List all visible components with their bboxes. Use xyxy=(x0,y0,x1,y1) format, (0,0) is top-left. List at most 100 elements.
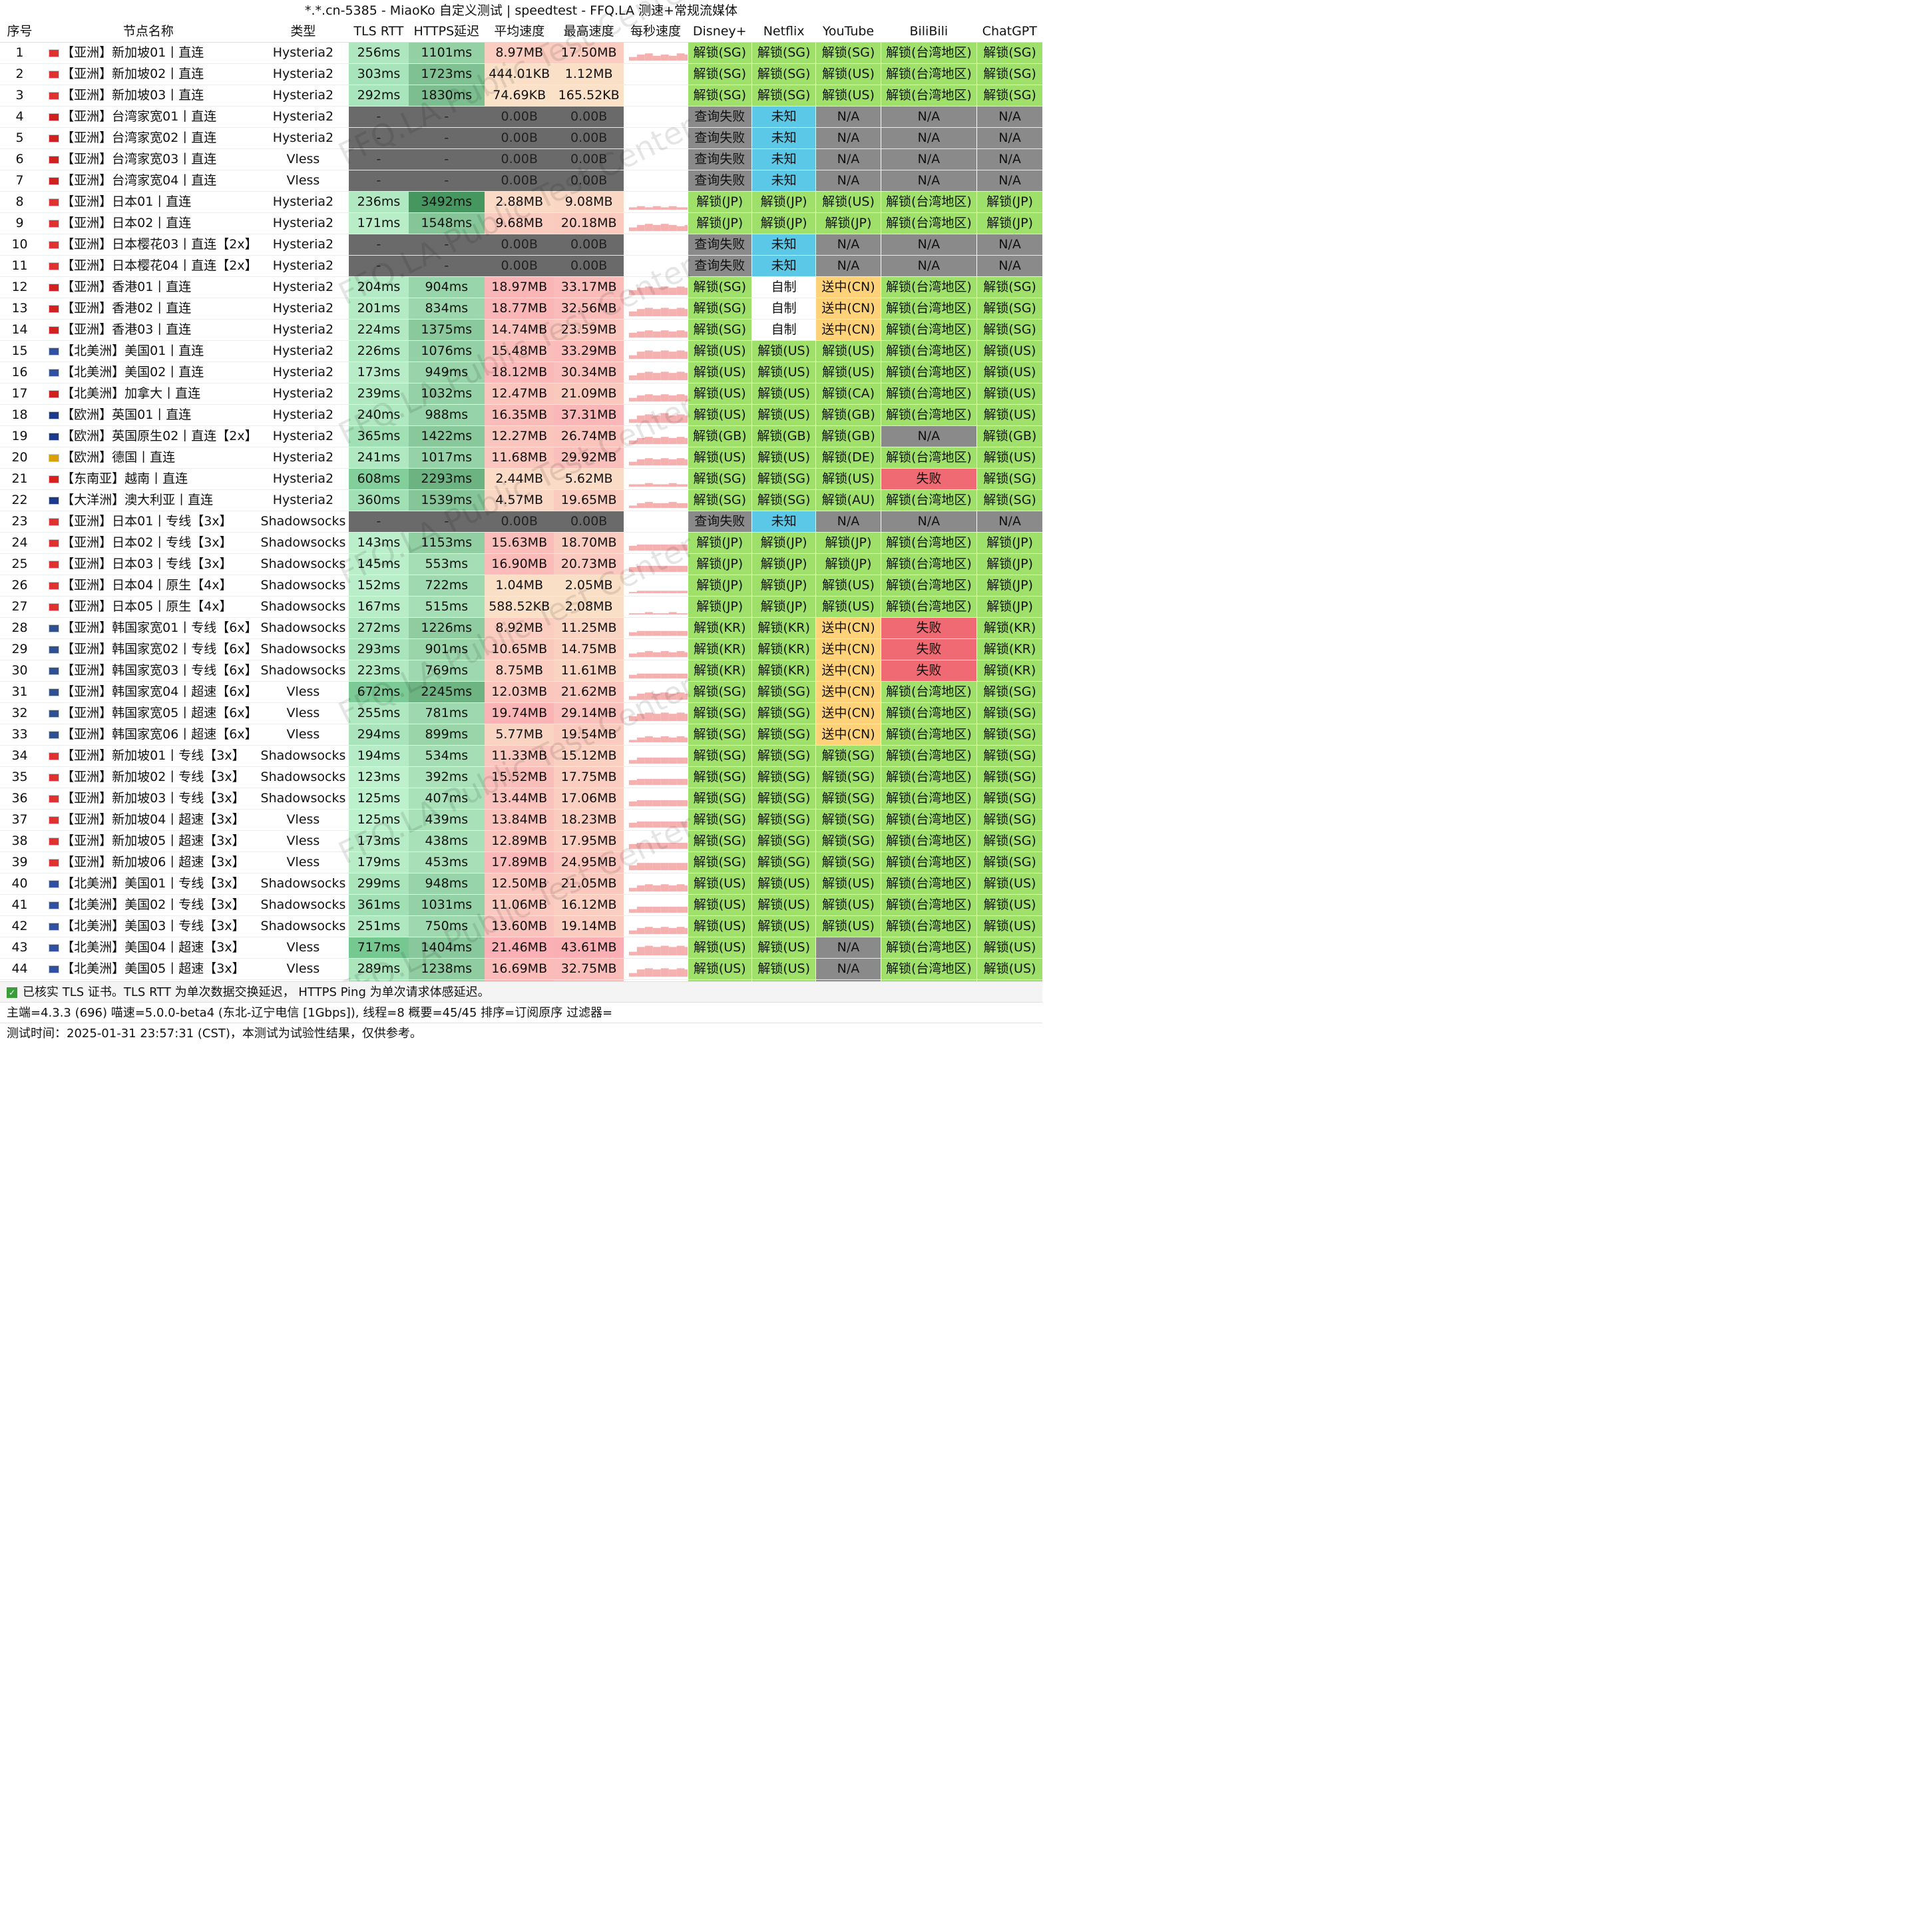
chatgpt-status: 解锁(JP) xyxy=(976,191,1042,213)
col-max-speed-header[interactable]: 最高速度 xyxy=(554,21,624,43)
node-name[interactable]: 【亚洲】新加坡03丨专线【3x】 xyxy=(39,788,258,810)
node-name[interactable]: 【亚洲】日本04丨原生【4x】 xyxy=(39,575,258,597)
node-name[interactable]: 【北美洲】美国01丨专线【3x】 xyxy=(39,873,258,895)
sparkline-bar xyxy=(660,736,669,742)
node-name[interactable]: 【亚洲】韩国家宽05丨超速【6x】 xyxy=(39,702,258,724)
sparkline-bar xyxy=(628,332,637,338)
node-name[interactable]: 【亚洲】新加坡02丨直连 xyxy=(39,63,258,85)
flag-japan-icon xyxy=(49,560,60,569)
sparkline-bar xyxy=(684,613,688,614)
node-name[interactable]: 【亚洲】新加坡05丨超速【3x】 xyxy=(39,830,258,852)
node-name[interactable]: 【亚洲】日本01丨直连 xyxy=(39,191,258,213)
node-name-label: 【亚洲】台湾家宽02丨直连 xyxy=(61,130,217,145)
node-name[interactable]: 【亚洲】台湾家宽04丨直连 xyxy=(39,170,258,192)
node-name[interactable]: 【东南亚】越南丨直连 xyxy=(39,468,258,490)
node-name[interactable]: 【北美洲】美国02丨专线【3x】 xyxy=(39,894,258,916)
node-name[interactable]: 【北美洲】美国03丨专线【3x】 xyxy=(39,915,258,937)
col-type-header[interactable]: 类型 xyxy=(257,21,349,43)
node-name[interactable]: 【亚洲】韩国家宽02丨专线【6x】 xyxy=(39,638,258,660)
per-second-speed-chart xyxy=(623,532,688,554)
sparkline-bar xyxy=(636,225,645,231)
chatgpt-status: N/A xyxy=(976,255,1042,277)
sparkline-bar xyxy=(628,973,637,977)
node-name[interactable]: 【亚洲】新加坡04丨超速【3x】 xyxy=(39,809,258,831)
node-name[interactable]: 【亚洲】新加坡06丨超速【3x】 xyxy=(39,851,258,873)
node-name[interactable]: 【亚洲】香港03丨直连 xyxy=(39,319,258,341)
col-node-name-header[interactable]: 节点名称 xyxy=(39,21,258,43)
node-name[interactable]: 【亚洲】日本02丨专线【3x】 xyxy=(39,532,258,554)
per-second-speed-chart xyxy=(623,553,688,575)
node-name[interactable]: 【北美洲】美国01丨直连 xyxy=(39,340,258,362)
disney-status: 解锁(JP) xyxy=(687,596,752,618)
table-row: 27 【亚洲】日本05丨原生【4x】 Shadowsocks 167ms 515ms 58… xyxy=(0,596,1042,618)
col-https-delay-header[interactable]: HTTPS延迟 xyxy=(408,21,485,43)
node-name[interactable]: 【亚洲】新加坡02丨专线【3x】 xyxy=(39,766,258,788)
col-tls-rtt-header[interactable]: TLS RTT xyxy=(349,21,409,43)
node-type: Hysteria2 xyxy=(257,298,349,320)
node-name[interactable]: 【亚洲】日本02丨直连 xyxy=(39,212,258,234)
max-speed: 21.62MB xyxy=(554,681,624,703)
netflix-status: 解锁(KR) xyxy=(751,617,816,639)
node-name[interactable]: 【亚洲】韩国家宽03丨专线【6x】 xyxy=(39,660,258,682)
sparkline xyxy=(628,330,688,338)
tls-rtt: 240ms xyxy=(349,404,409,426)
node-name[interactable]: 【亚洲】新加坡01丨专线【3x】 xyxy=(39,745,258,767)
node-name[interactable]: 【亚洲】台湾家宽02丨直连 xyxy=(39,127,258,149)
node-name[interactable]: 【亚洲】日本樱花03丨直连【2x】 xyxy=(39,234,258,256)
node-name[interactable]: 【亚洲】韩国家宽04丨超速【6x】 xyxy=(39,681,258,703)
col-netflix-header[interactable]: Netflix xyxy=(751,21,816,43)
bilibili-status: 失败 xyxy=(880,638,977,660)
netflix-status: 解锁(SG) xyxy=(751,745,816,767)
node-name[interactable]: 【亚洲】日本樱花04丨直连【2x】 xyxy=(39,255,258,277)
node-name[interactable]: 【北美洲】美国04丨超速【3x】 xyxy=(39,937,258,959)
sparkline-bar xyxy=(660,630,669,636)
node-name-label: 【东南亚】越南丨直连 xyxy=(61,471,188,486)
col-chatgpt-header[interactable]: ChatGPT xyxy=(976,21,1042,43)
col-disney-header[interactable]: Disney+ xyxy=(688,21,752,43)
tls-rtt: 171ms xyxy=(349,212,409,234)
node-name[interactable]: 【亚洲】香港02丨直连 xyxy=(39,298,258,320)
sparkline-bar xyxy=(676,843,685,849)
node-name[interactable]: 【北美洲】美国02丨直连 xyxy=(39,362,258,383)
bilibili-status: N/A xyxy=(880,148,977,170)
row-index: 17 xyxy=(0,383,40,405)
sparkline xyxy=(628,630,688,636)
youtube-status: 解锁(JP) xyxy=(815,553,881,575)
tls-rtt: - xyxy=(349,170,409,192)
sparkline-bar xyxy=(652,714,661,721)
row-index: 8 xyxy=(0,191,40,213)
chatgpt-status: 解锁(SG) xyxy=(976,788,1042,810)
node-name[interactable]: 【亚洲】新加坡01丨直连 xyxy=(39,42,258,64)
node-name[interactable]: 【欧洲】德国丨直连 xyxy=(39,447,258,469)
chatgpt-status: N/A xyxy=(976,511,1042,533)
sparkline-bar xyxy=(668,885,677,891)
node-name[interactable]: 【大洋洲】澳大利亚丨直连 xyxy=(39,489,258,511)
col-youtube-header[interactable]: YouTube xyxy=(815,21,881,43)
disney-status: 解锁(SG) xyxy=(687,63,752,85)
col-avg-speed-header[interactable]: 平均速度 xyxy=(484,21,554,43)
col-per-second-header[interactable]: 每秒速度 xyxy=(623,21,688,43)
node-name[interactable]: 【北美洲】美国05丨超速【3x】 xyxy=(39,958,258,980)
node-name[interactable]: 【亚洲】新加坡03丨直连 xyxy=(39,85,258,107)
node-type: Shadowsocks xyxy=(257,766,349,788)
max-speed: 20.73MB xyxy=(554,553,624,575)
flag-korea-icon xyxy=(49,645,60,654)
node-name[interactable]: 【亚洲】日本01丨专线【3x】 xyxy=(39,511,258,533)
sparkline-bar xyxy=(684,822,688,828)
node-name[interactable]: 【亚洲】韩国家宽01丨专线【6x】 xyxy=(39,617,258,639)
node-name[interactable]: 【亚洲】台湾家宽03丨直连 xyxy=(39,148,258,170)
sparkline xyxy=(628,206,688,210)
report-title: *.*.cn-5385 - MiaoKo 自定义测试 | speedtest -… xyxy=(0,0,1042,22)
node-name[interactable]: 【亚洲】香港01丨直连 xyxy=(39,276,258,298)
node-name[interactable]: 【亚洲】韩国家宽06丨超速【6x】 xyxy=(39,724,258,746)
node-name[interactable]: 【亚洲】台湾家宽01丨直连 xyxy=(39,106,258,128)
col-index-header[interactable]: 序号 xyxy=(0,21,40,43)
node-name[interactable]: 【亚洲】日本03丨专线【3x】 xyxy=(39,553,258,575)
col-bilibili-header[interactable]: BiliBili xyxy=(881,21,977,43)
node-name[interactable]: 【欧洲】英国原生02丨直连【2x】 xyxy=(39,425,258,447)
row-index: 27 xyxy=(0,596,40,618)
avg-speed: 8.97MB xyxy=(484,42,554,64)
node-name[interactable]: 【亚洲】日本05丨原生【4x】 xyxy=(39,596,258,618)
node-name[interactable]: 【欧洲】英国01丨直连 xyxy=(39,404,258,426)
node-name[interactable]: 【北美洲】加拿大丨直连 xyxy=(39,383,258,405)
